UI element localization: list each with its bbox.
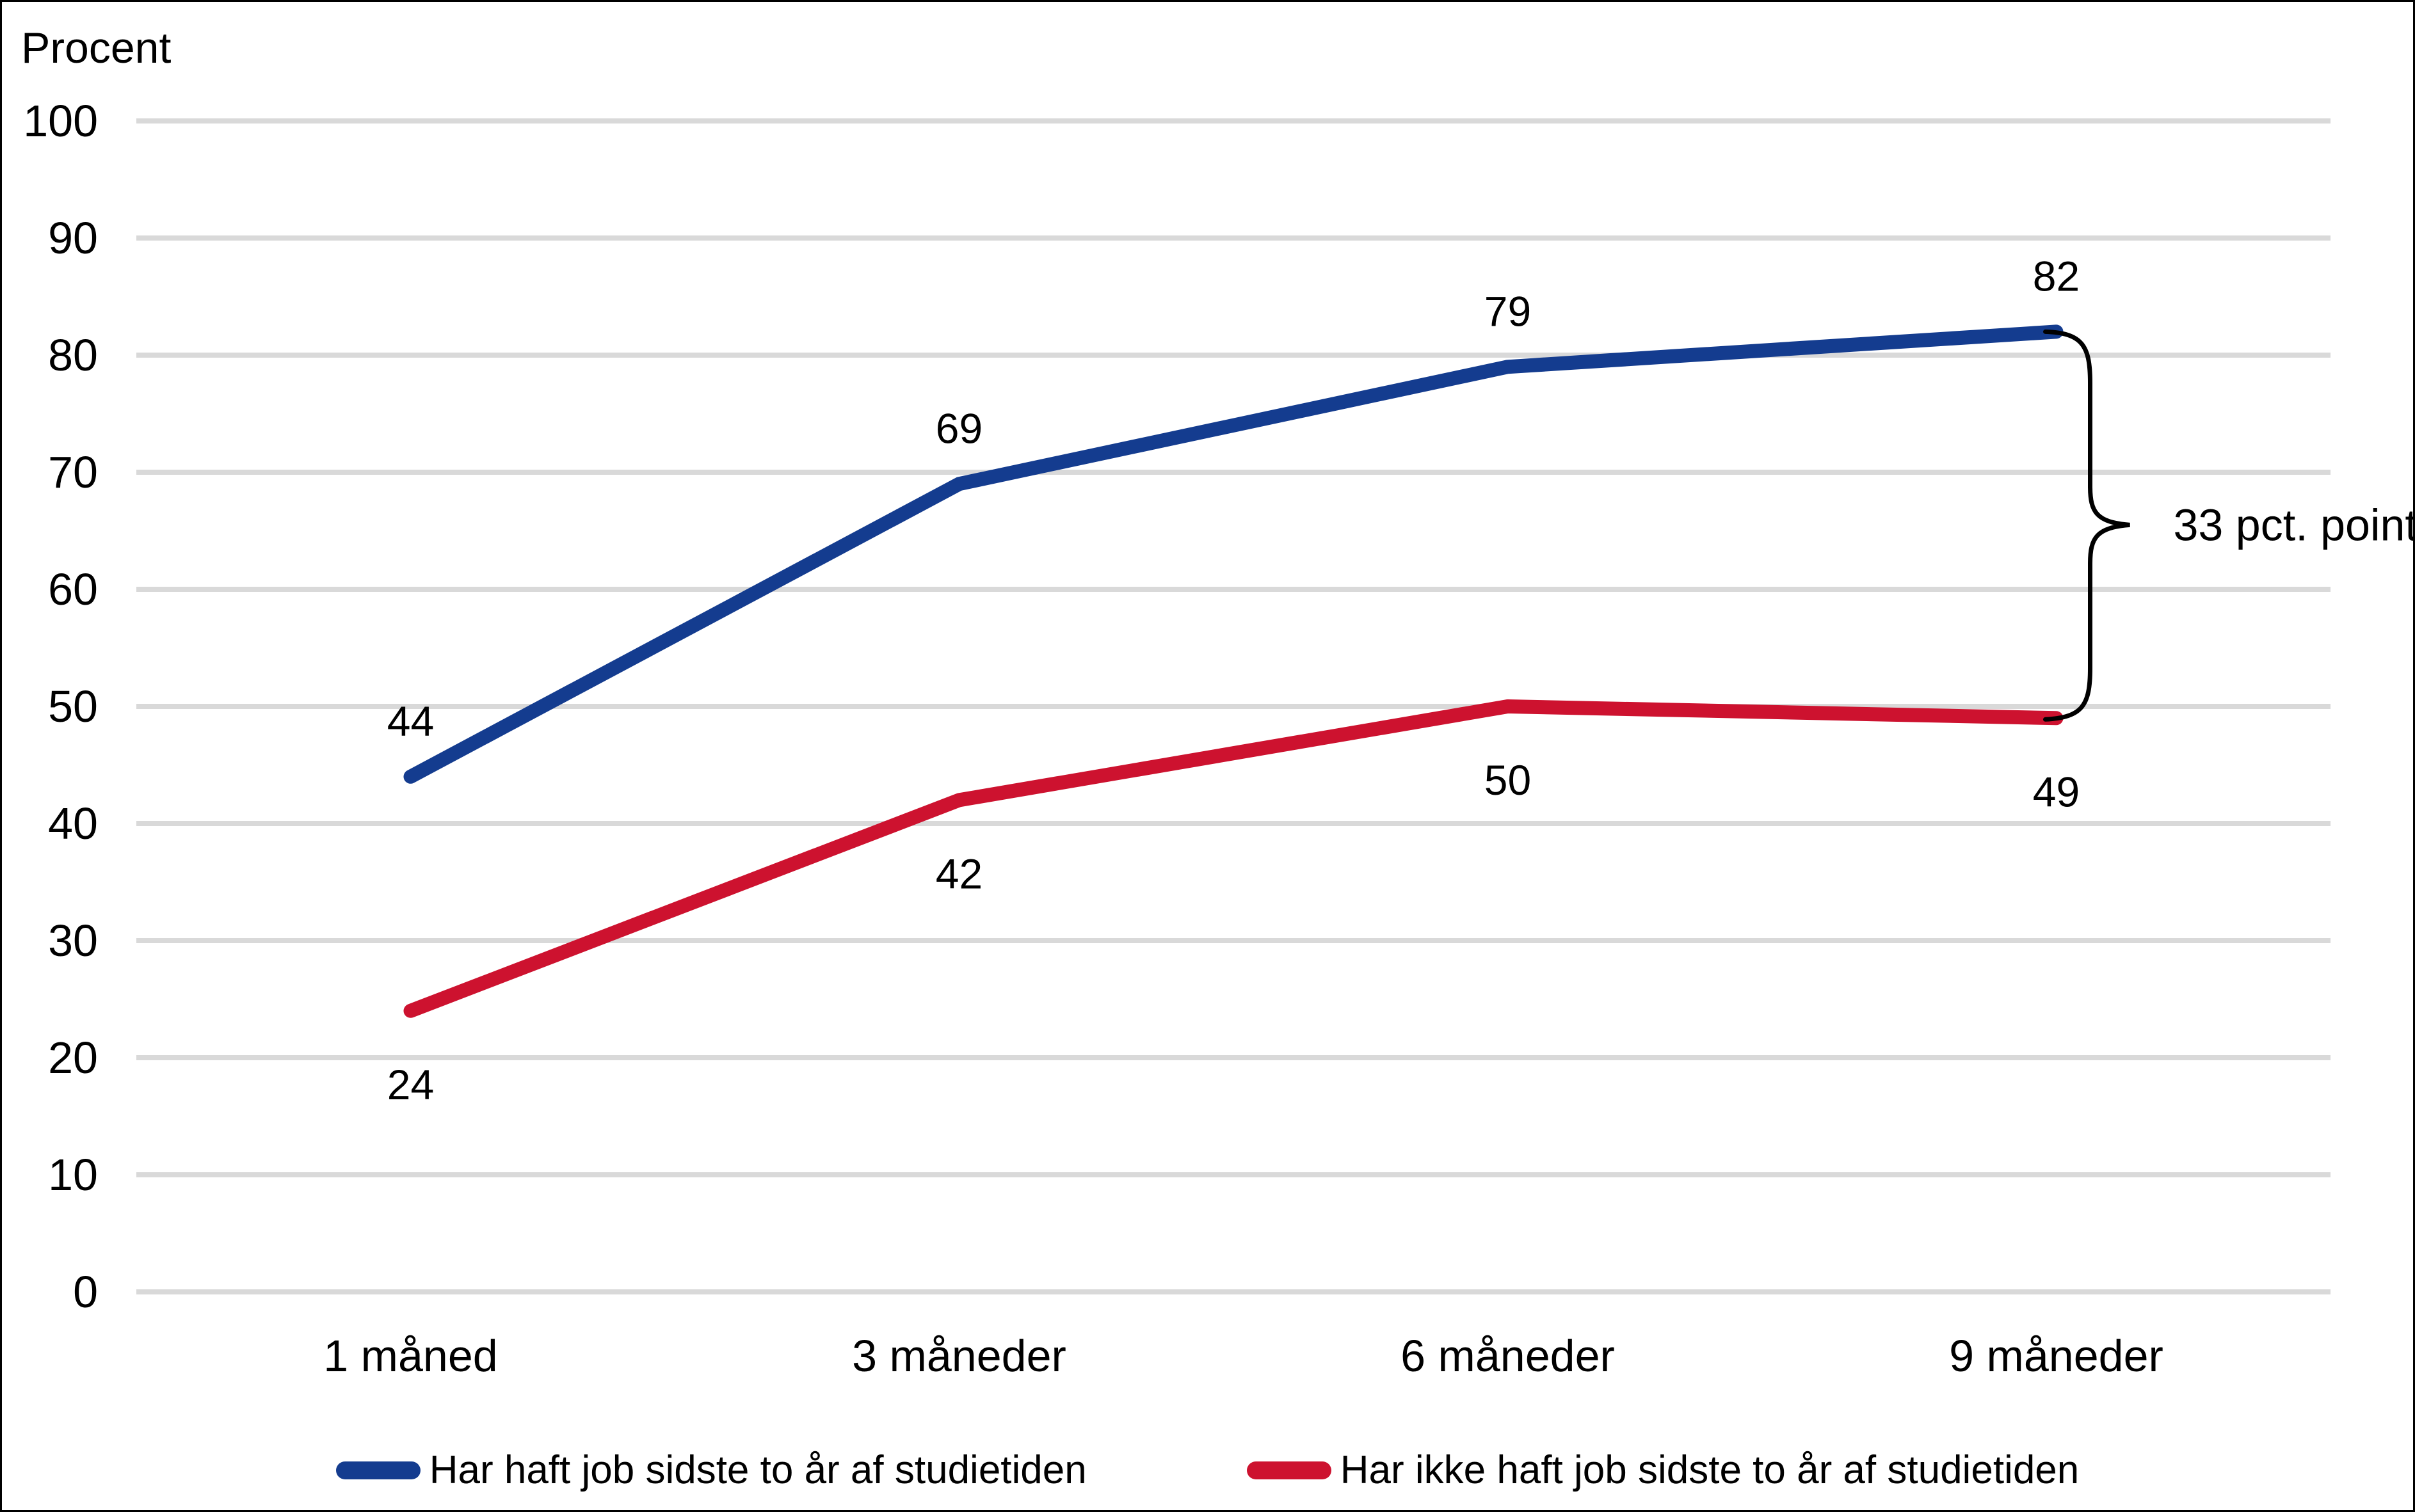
data-label: 69	[936, 404, 983, 452]
legend: Har haft job sidste to år af studietiden…	[2, 1432, 2413, 1509]
y-axis-title: Procent	[21, 24, 172, 72]
y-axis-tick-label: 20	[48, 1033, 98, 1083]
data-label: 24	[387, 1061, 434, 1108]
data-label: 49	[2033, 768, 2080, 815]
y-axis-tick-label: 10	[48, 1150, 98, 1200]
y-axis-tick-label: 0	[73, 1267, 98, 1317]
difference-annotation: 33 pct. point	[2174, 500, 2415, 550]
data-label: 82	[2033, 252, 2080, 299]
data-label: 44	[387, 697, 434, 745]
x-axis-label: 9 måneder	[1949, 1331, 2163, 1381]
data-label: 42	[936, 850, 983, 897]
y-axis-tick-label: 90	[48, 213, 98, 263]
legend-item: Har ikke haft job sidste to år af studie…	[1246, 1448, 2080, 1492]
x-axis-label: 3 måneder	[852, 1331, 1066, 1381]
series-line	[403, 699, 2064, 1018]
legend-label: Har ikke haft job sidste to år af studie…	[1340, 1448, 2080, 1492]
data-label: 50	[1484, 756, 1531, 804]
legend-label: Har haft job sidste to år af studietiden	[429, 1448, 1087, 1492]
y-axis-tick-label: 100	[23, 96, 98, 146]
y-axis-tick-label: 60	[48, 564, 98, 614]
data-label: 79	[1484, 287, 1531, 335]
x-axis-label: 6 måneder	[1400, 1331, 1615, 1381]
y-axis-tick-label: 80	[48, 330, 98, 380]
difference-brace	[2043, 329, 2130, 722]
y-axis-tick-label: 50	[48, 681, 98, 731]
series-line	[403, 324, 2064, 784]
x-axis-label: 1 måned	[323, 1331, 497, 1381]
y-axis-tick-label: 70	[48, 447, 98, 497]
legend-swatch	[1246, 1461, 1331, 1479]
y-axis-tick-label: 40	[48, 799, 98, 848]
legend-swatch	[335, 1461, 421, 1479]
y-axis-tick-label: 30	[48, 916, 98, 966]
legend-item: Har haft job sidste to år af studietiden	[335, 1448, 1087, 1492]
